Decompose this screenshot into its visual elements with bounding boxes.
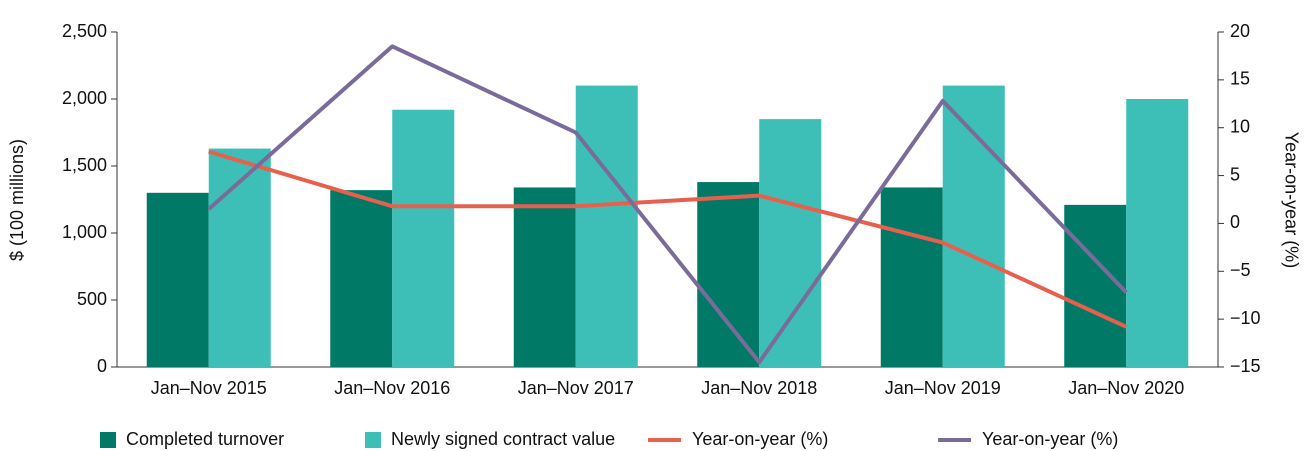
x-tick-label: Jan–Nov 2017 — [518, 378, 634, 398]
legend-swatch — [365, 432, 381, 448]
y-axis-title: $ (100 millions) — [7, 139, 27, 261]
y-tick-label: 1,500 — [62, 155, 107, 175]
y2-tick-label: 5 — [1230, 164, 1240, 184]
bar — [880, 187, 943, 367]
legend-swatch — [100, 432, 116, 448]
legend-label: Year-on-year (%) — [982, 429, 1118, 449]
bar — [208, 148, 271, 367]
y2-tick-label: −10 — [1230, 308, 1261, 328]
legend-label: Newly signed contract value — [391, 429, 615, 449]
x-tick-label: Jan–Nov 2018 — [701, 378, 817, 398]
x-tick-label: Jan–Nov 2020 — [1068, 378, 1184, 398]
y-tick-label: 1,000 — [62, 222, 107, 242]
x-tick-label: Jan–Nov 2015 — [151, 378, 267, 398]
x-tick-label: Jan–Nov 2016 — [334, 378, 450, 398]
y2-tick-label: 0 — [1230, 212, 1240, 232]
y-tick-label: 2,000 — [62, 88, 107, 108]
bar — [942, 85, 1005, 367]
y2-axis-title: Year-on-year (%) — [1281, 132, 1301, 268]
bar — [330, 190, 393, 367]
y-tick-label: 500 — [77, 289, 107, 309]
y2-tick-label: −15 — [1230, 356, 1261, 376]
line-series — [208, 149, 1128, 329]
y-tick-label: 2,500 — [62, 21, 107, 41]
bar — [575, 85, 638, 367]
y2-tick-label: 15 — [1230, 69, 1250, 89]
legend-label: Year-on-year (%) — [692, 429, 828, 449]
y-tick-label: 0 — [97, 356, 107, 376]
y2-tick-label: 20 — [1230, 21, 1250, 41]
bar — [1126, 99, 1189, 367]
y2-tick-label: 10 — [1230, 116, 1250, 136]
bar — [1064, 204, 1127, 367]
bar — [146, 192, 209, 367]
bar — [759, 119, 822, 367]
bar — [697, 182, 760, 367]
line-series — [207, 44, 1128, 365]
bar — [392, 109, 455, 367]
bar — [513, 187, 576, 367]
x-tick-label: Jan–Nov 2019 — [885, 378, 1001, 398]
y2-tick-label: −5 — [1230, 260, 1251, 280]
legend-label: Completed turnover — [126, 429, 284, 449]
